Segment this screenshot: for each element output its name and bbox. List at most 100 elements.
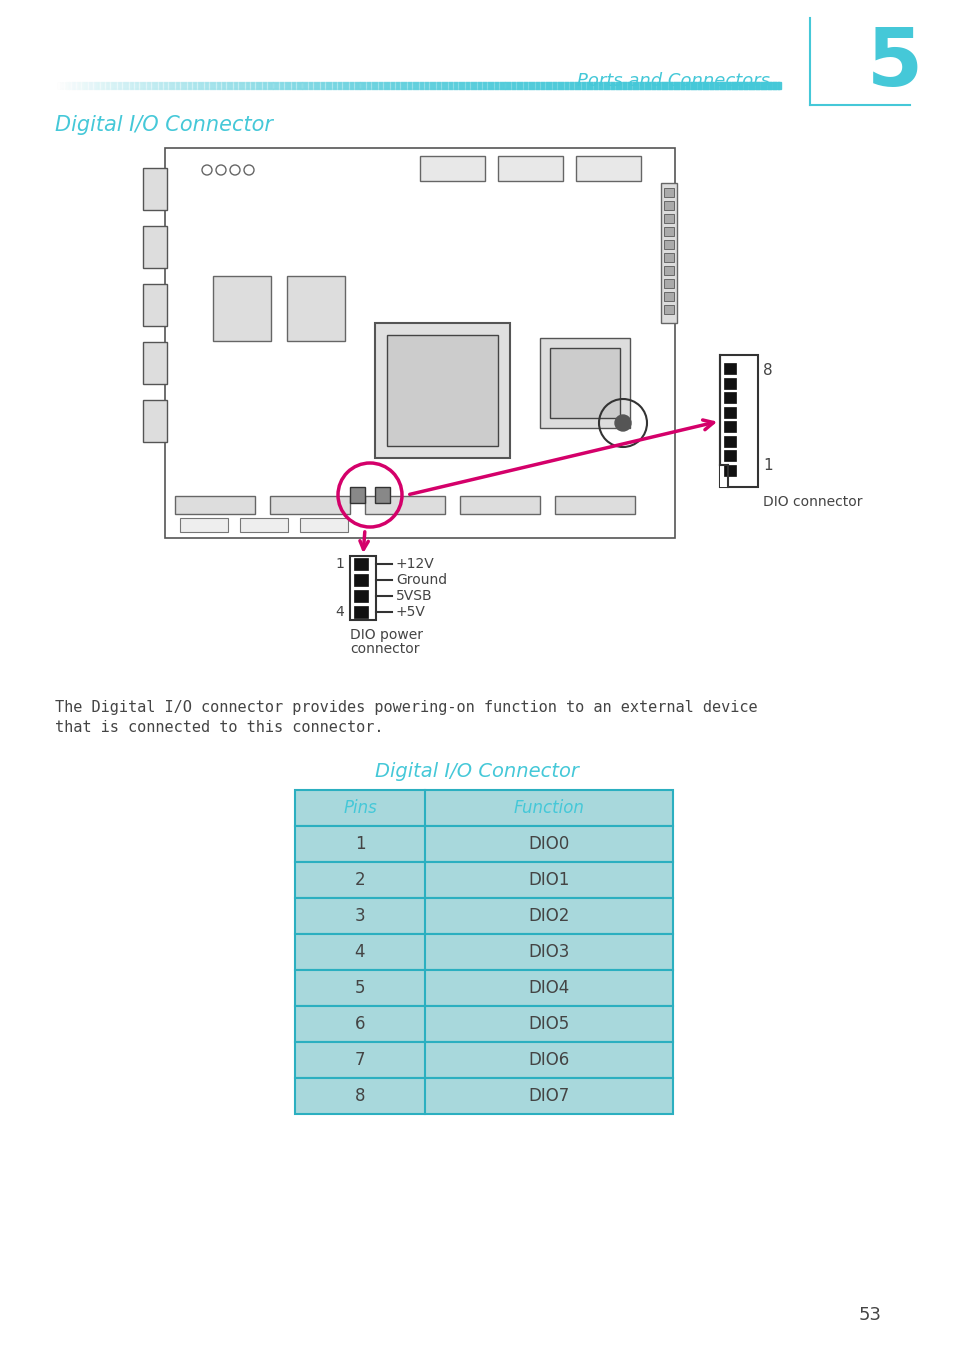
Bar bbox=[506, 83, 510, 89]
Bar bbox=[79, 83, 83, 89]
Bar bbox=[294, 83, 297, 89]
Bar bbox=[277, 83, 280, 89]
Bar bbox=[671, 83, 674, 89]
Bar bbox=[268, 83, 271, 89]
Bar bbox=[748, 83, 751, 89]
Bar bbox=[753, 83, 756, 89]
Bar bbox=[644, 83, 647, 89]
Bar bbox=[497, 156, 562, 181]
Bar bbox=[707, 83, 710, 89]
Bar bbox=[366, 83, 370, 89]
Bar bbox=[523, 83, 527, 89]
Text: that is connected to this connector.: that is connected to this connector. bbox=[55, 720, 383, 735]
Bar bbox=[465, 83, 469, 89]
Bar bbox=[712, 83, 715, 89]
Bar bbox=[562, 83, 565, 89]
Bar bbox=[296, 83, 300, 89]
Bar bbox=[93, 83, 97, 89]
Bar bbox=[381, 83, 384, 89]
Bar bbox=[767, 83, 771, 89]
Bar bbox=[98, 83, 102, 89]
Bar bbox=[723, 464, 735, 475]
Bar bbox=[143, 343, 167, 385]
Bar bbox=[750, 83, 754, 89]
Bar bbox=[709, 83, 713, 89]
Bar bbox=[760, 83, 763, 89]
Bar bbox=[487, 83, 491, 89]
Bar bbox=[764, 83, 768, 89]
Bar bbox=[354, 590, 368, 603]
Bar bbox=[255, 83, 258, 89]
Bar bbox=[726, 83, 729, 89]
Bar bbox=[663, 253, 673, 263]
Text: 8: 8 bbox=[762, 363, 772, 378]
Bar bbox=[567, 83, 570, 89]
Text: Ports and Connectors: Ports and Connectors bbox=[577, 72, 769, 89]
Bar bbox=[115, 83, 119, 89]
Bar bbox=[395, 83, 398, 89]
Bar bbox=[383, 83, 387, 89]
Text: DIO1: DIO1 bbox=[528, 871, 569, 890]
Bar bbox=[663, 214, 673, 223]
Bar bbox=[736, 83, 740, 89]
Text: 6: 6 bbox=[355, 1016, 365, 1033]
Bar bbox=[130, 83, 133, 89]
Bar bbox=[311, 83, 314, 89]
Text: 5VSB: 5VSB bbox=[395, 589, 432, 603]
Bar bbox=[197, 83, 201, 89]
Bar bbox=[555, 83, 558, 89]
Bar bbox=[649, 83, 652, 89]
Bar bbox=[263, 83, 266, 89]
Bar bbox=[365, 496, 444, 515]
Bar bbox=[241, 83, 244, 89]
Bar bbox=[309, 83, 312, 89]
Bar bbox=[374, 83, 377, 89]
Text: 53: 53 bbox=[858, 1307, 881, 1324]
Text: DIO5: DIO5 bbox=[528, 1016, 569, 1033]
Bar bbox=[639, 83, 642, 89]
Bar bbox=[663, 188, 673, 196]
Bar bbox=[586, 83, 590, 89]
Bar bbox=[251, 83, 253, 89]
Bar bbox=[96, 83, 99, 89]
Bar bbox=[207, 83, 211, 89]
Bar bbox=[350, 556, 375, 620]
Bar bbox=[501, 83, 505, 89]
Bar bbox=[139, 83, 143, 89]
Bar bbox=[720, 355, 758, 487]
Bar bbox=[57, 83, 61, 89]
Bar bbox=[227, 83, 230, 89]
Bar bbox=[287, 83, 290, 89]
Bar bbox=[547, 83, 551, 89]
Bar bbox=[521, 83, 524, 89]
Bar bbox=[188, 83, 192, 89]
Bar bbox=[559, 83, 563, 89]
Bar bbox=[200, 83, 203, 89]
Bar bbox=[603, 83, 606, 89]
Bar bbox=[531, 83, 534, 89]
Bar bbox=[149, 83, 152, 89]
Bar bbox=[427, 83, 430, 89]
Bar bbox=[731, 83, 735, 89]
Bar bbox=[219, 83, 222, 89]
Bar bbox=[588, 83, 592, 89]
Bar bbox=[299, 519, 348, 532]
Bar bbox=[739, 83, 741, 89]
Bar bbox=[492, 83, 496, 89]
Circle shape bbox=[615, 414, 630, 431]
Bar bbox=[65, 83, 68, 89]
Bar bbox=[144, 83, 148, 89]
Bar bbox=[594, 83, 597, 89]
Bar bbox=[143, 168, 167, 210]
Bar bbox=[721, 83, 724, 89]
Bar bbox=[328, 83, 331, 89]
Bar bbox=[213, 276, 271, 341]
Bar bbox=[152, 83, 155, 89]
Bar bbox=[183, 83, 186, 89]
Bar bbox=[637, 83, 640, 89]
Bar bbox=[583, 83, 587, 89]
Text: 1: 1 bbox=[335, 556, 344, 571]
Bar bbox=[624, 83, 628, 89]
Bar bbox=[723, 83, 727, 89]
Text: DIO6: DIO6 bbox=[528, 1051, 569, 1070]
